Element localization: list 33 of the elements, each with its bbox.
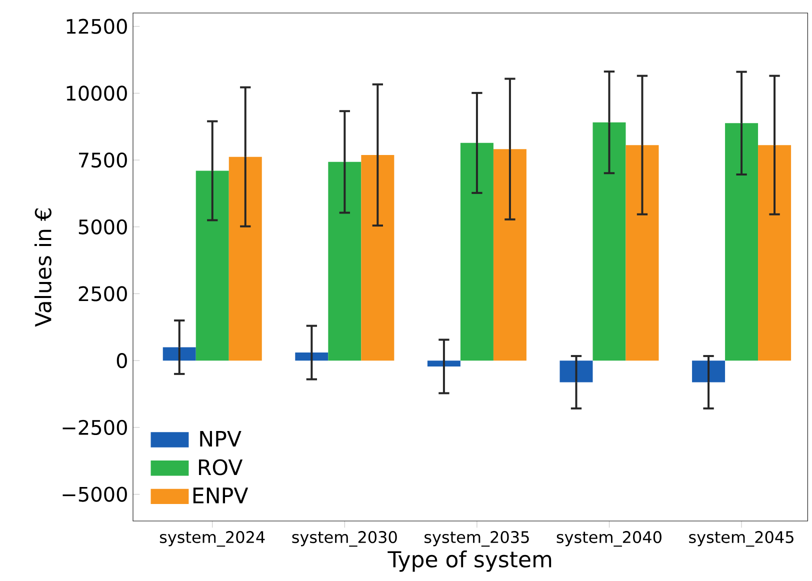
legend-label: ENPV [193, 488, 248, 504]
legend-label: ROV [198, 459, 243, 476]
y-tick-label: −5000 [62, 486, 127, 502]
x-axis-title: Type of system [388, 550, 552, 572]
bar [228, 156, 262, 361]
bar [592, 122, 626, 361]
y-tick-label: 2500 [78, 286, 127, 302]
bar [725, 123, 758, 361]
x-tick-label: system_2035 [424, 531, 529, 547]
bar [758, 145, 792, 361]
bar [626, 145, 659, 361]
bar [328, 162, 362, 361]
x-tick-label: system_2045 [689, 531, 794, 547]
bar [295, 352, 328, 361]
bar [196, 170, 229, 361]
y-tick-label: 10000 [66, 86, 127, 101]
x-tick-label: system_2030 [292, 531, 397, 547]
bar [162, 347, 196, 361]
bar [460, 142, 494, 361]
y-tick-label: 12500 [66, 18, 127, 34]
bar [692, 360, 726, 382]
y-axis-title: Values in € [34, 208, 52, 327]
y-tick-label: 7500 [79, 152, 127, 168]
legend-label: NPV [200, 430, 242, 447]
x-tick-label: system_2040 [556, 531, 662, 547]
bar [493, 149, 526, 361]
y-tick-label: 0 [116, 353, 127, 368]
y-tick-label: −2500 [62, 420, 127, 435]
bar [560, 360, 593, 382]
bar [427, 360, 460, 366]
y-tick-label: 5000 [78, 219, 127, 234]
bar [361, 154, 394, 361]
x-tick-label: system_2024 [160, 531, 265, 547]
